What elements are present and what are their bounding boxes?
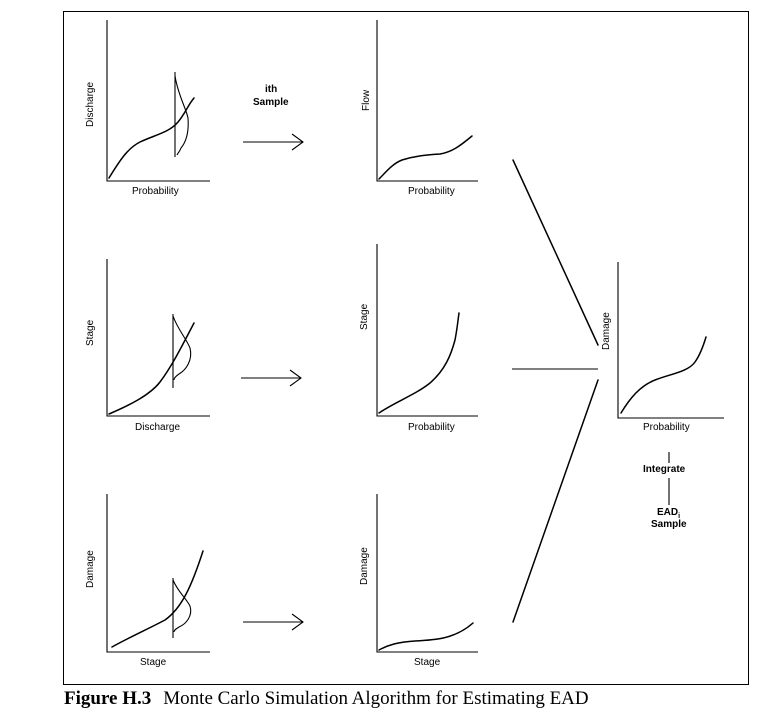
figure-frame bbox=[63, 11, 749, 685]
p5-ylabel: Stage bbox=[359, 303, 370, 330]
p4-xlabel: Probability bbox=[408, 186, 455, 197]
panel-stage-probability bbox=[376, 244, 478, 417]
ead-sample-label: Sample bbox=[651, 519, 687, 530]
panel-damage-stage-sampled bbox=[376, 494, 478, 653]
p4-ylabel: Flow bbox=[361, 89, 372, 111]
p6-axes bbox=[376, 494, 478, 653]
sample-label-line2: Sample bbox=[253, 97, 289, 108]
p1-distribution bbox=[174, 75, 189, 156]
p1-axes bbox=[106, 20, 210, 182]
panel-discharge-probability bbox=[106, 20, 210, 182]
p7-curve bbox=[620, 336, 707, 414]
converge-line-bottom bbox=[512, 379, 599, 623]
p7-xlabel: Probability bbox=[643, 422, 690, 433]
p3-ylabel: Damage bbox=[85, 550, 96, 588]
ead-label-subscript: i bbox=[678, 513, 681, 520]
integrate-label: Integrate bbox=[643, 464, 686, 475]
p6-curve bbox=[378, 622, 474, 651]
p3-curve bbox=[111, 550, 204, 648]
p2-distribution bbox=[172, 315, 192, 381]
p5-axes bbox=[376, 244, 478, 417]
p3-distribution bbox=[172, 579, 192, 633]
p4-axes bbox=[376, 20, 478, 182]
panel-damage-stage bbox=[106, 494, 210, 653]
p7-axes bbox=[617, 262, 724, 419]
p4-curve bbox=[378, 135, 473, 180]
panel-damage-probability-result bbox=[617, 262, 724, 419]
p3-axes bbox=[106, 494, 210, 653]
p3-xlabel: Stage bbox=[140, 657, 167, 668]
p1-ylabel: Discharge bbox=[85, 81, 96, 127]
arrow-sample-3 bbox=[243, 613, 304, 631]
sample-label-line1: ith bbox=[265, 84, 278, 95]
figure-caption: Figure H.3 Monte Carlo Simulation Algorit… bbox=[64, 688, 589, 710]
ead-label: EADi bbox=[657, 507, 680, 520]
panel-stage-discharge bbox=[106, 259, 210, 417]
p6-xlabel: Stage bbox=[414, 657, 441, 668]
ead-label-main: EAD bbox=[657, 507, 679, 518]
p1-xlabel: Probability bbox=[132, 186, 179, 197]
figure-number: Figure H.3 bbox=[64, 688, 152, 709]
arrow-sample-1 bbox=[243, 133, 304, 151]
p6-ylabel: Damage bbox=[359, 547, 370, 585]
p2-xlabel: Discharge bbox=[135, 422, 181, 433]
converge-line-top bbox=[512, 159, 599, 346]
arrow-sample-2 bbox=[241, 369, 302, 387]
figure-title: Monte Carlo Simulation Algorithm for Est… bbox=[163, 688, 589, 709]
p5-curve bbox=[378, 312, 460, 414]
panel-flow-probability bbox=[376, 20, 478, 182]
p5-xlabel: Probability bbox=[408, 422, 455, 433]
p2-ylabel: Stage bbox=[85, 319, 96, 346]
p1-curve bbox=[108, 97, 195, 179]
p2-curve bbox=[108, 322, 195, 415]
p2-axes bbox=[106, 259, 210, 417]
p7-ylabel: Damage bbox=[601, 312, 612, 350]
